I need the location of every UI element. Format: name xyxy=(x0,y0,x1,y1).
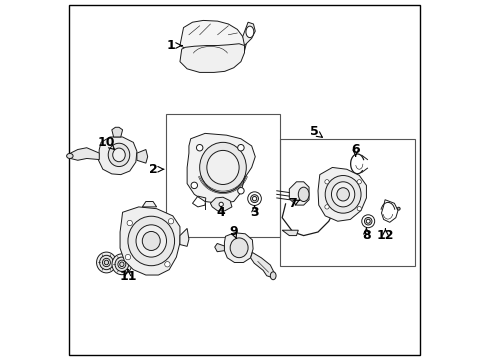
Ellipse shape xyxy=(191,182,197,189)
Ellipse shape xyxy=(125,255,130,260)
Ellipse shape xyxy=(270,272,276,280)
Ellipse shape xyxy=(364,217,371,225)
Text: 1: 1 xyxy=(166,39,175,52)
Ellipse shape xyxy=(219,202,223,207)
Ellipse shape xyxy=(247,192,261,206)
Text: 8: 8 xyxy=(362,229,370,242)
Ellipse shape xyxy=(102,258,110,267)
Ellipse shape xyxy=(100,255,113,270)
Ellipse shape xyxy=(104,260,108,265)
Ellipse shape xyxy=(199,142,246,193)
Ellipse shape xyxy=(108,143,129,167)
Polygon shape xyxy=(142,202,156,207)
Ellipse shape xyxy=(361,215,374,228)
Ellipse shape xyxy=(115,257,128,271)
Ellipse shape xyxy=(66,153,73,158)
Ellipse shape xyxy=(112,148,125,162)
Polygon shape xyxy=(282,230,298,235)
Ellipse shape xyxy=(142,231,160,251)
Ellipse shape xyxy=(324,205,328,209)
Polygon shape xyxy=(180,228,188,246)
Ellipse shape xyxy=(250,195,258,203)
Ellipse shape xyxy=(164,262,170,267)
Text: 4: 4 xyxy=(216,207,225,220)
Ellipse shape xyxy=(356,180,361,184)
Ellipse shape xyxy=(127,220,132,226)
Ellipse shape xyxy=(245,26,253,38)
Polygon shape xyxy=(250,252,273,278)
Ellipse shape xyxy=(230,238,247,258)
Polygon shape xyxy=(112,127,122,137)
Polygon shape xyxy=(70,148,99,160)
Ellipse shape xyxy=(298,187,308,202)
Text: 3: 3 xyxy=(250,207,258,220)
Bar xyxy=(279,139,414,266)
Text: 5: 5 xyxy=(309,125,318,138)
Polygon shape xyxy=(224,233,253,262)
Ellipse shape xyxy=(118,260,125,269)
Text: 7: 7 xyxy=(288,197,297,210)
Ellipse shape xyxy=(120,262,124,267)
Ellipse shape xyxy=(196,144,203,151)
Polygon shape xyxy=(317,167,366,221)
Text: 12: 12 xyxy=(376,229,393,242)
Ellipse shape xyxy=(136,225,166,257)
Ellipse shape xyxy=(128,216,174,266)
Text: 6: 6 xyxy=(351,143,359,156)
Ellipse shape xyxy=(168,219,173,224)
Ellipse shape xyxy=(396,207,399,210)
Ellipse shape xyxy=(206,150,239,184)
Ellipse shape xyxy=(237,144,244,151)
Ellipse shape xyxy=(237,188,244,194)
Ellipse shape xyxy=(331,182,354,207)
Polygon shape xyxy=(210,197,231,211)
Polygon shape xyxy=(99,137,137,175)
Text: 10: 10 xyxy=(98,136,115,149)
Polygon shape xyxy=(137,149,147,163)
Ellipse shape xyxy=(325,176,360,213)
Ellipse shape xyxy=(96,252,116,273)
Polygon shape xyxy=(242,22,255,45)
Polygon shape xyxy=(187,134,255,203)
Ellipse shape xyxy=(324,180,328,184)
Polygon shape xyxy=(214,243,224,252)
Ellipse shape xyxy=(366,219,369,223)
Text: 9: 9 xyxy=(229,225,238,238)
Polygon shape xyxy=(180,44,244,72)
Ellipse shape xyxy=(356,207,361,211)
Ellipse shape xyxy=(336,188,349,201)
Text: 2: 2 xyxy=(149,163,158,176)
Text: 11: 11 xyxy=(119,270,137,283)
Polygon shape xyxy=(289,182,308,205)
Ellipse shape xyxy=(252,197,256,201)
Polygon shape xyxy=(120,207,180,275)
Bar xyxy=(166,114,279,237)
Ellipse shape xyxy=(112,254,131,275)
Polygon shape xyxy=(180,21,246,58)
